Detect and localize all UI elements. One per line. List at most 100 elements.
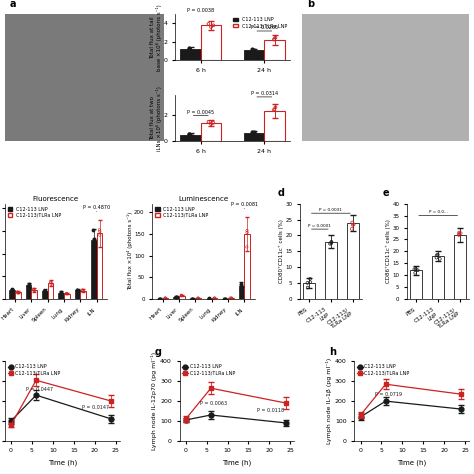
Point bbox=[41, 287, 49, 295]
Point bbox=[30, 285, 37, 293]
Point bbox=[455, 231, 463, 239]
Bar bbox=[302, 283, 315, 299]
Point bbox=[410, 265, 418, 273]
Point bbox=[272, 34, 279, 42]
Bar bbox=[97, 233, 102, 299]
Point bbox=[31, 287, 38, 294]
Point bbox=[243, 243, 251, 251]
C12-113/TLRa LNP bbox=[33, 377, 39, 383]
Text: P = 0.0265: P = 0.0265 bbox=[251, 25, 278, 30]
Line: C12-113/TLRa LNP: C12-113/TLRa LNP bbox=[358, 382, 463, 418]
Point bbox=[210, 294, 218, 302]
Bar bbox=[410, 270, 422, 299]
Y-axis label: Total flux ×10⁴ (photons s⁻¹): Total flux ×10⁴ (photons s⁻¹) bbox=[127, 212, 133, 291]
Point bbox=[306, 278, 314, 286]
C12-113 LNP bbox=[283, 420, 289, 426]
Point bbox=[221, 295, 228, 302]
Bar bbox=[244, 234, 250, 299]
Bar bbox=[201, 25, 221, 60]
Point bbox=[74, 287, 82, 294]
Point bbox=[350, 220, 357, 228]
Point bbox=[433, 254, 440, 262]
Title: Luminescence: Luminescence bbox=[178, 196, 228, 202]
Point bbox=[188, 132, 195, 139]
Point bbox=[250, 129, 257, 137]
Point bbox=[328, 239, 335, 247]
Text: P = 0.0447: P = 0.0447 bbox=[26, 387, 53, 392]
Point bbox=[220, 295, 228, 302]
Point bbox=[64, 290, 71, 298]
Point bbox=[194, 294, 202, 302]
Bar bbox=[244, 133, 264, 141]
Point bbox=[63, 290, 71, 297]
Point bbox=[14, 288, 21, 296]
Point bbox=[349, 221, 356, 229]
Point bbox=[194, 294, 202, 302]
Point bbox=[227, 294, 234, 302]
Point bbox=[189, 295, 196, 302]
Point bbox=[57, 289, 64, 297]
C12-113 LNP bbox=[383, 398, 389, 404]
Y-axis label: Lymph node IL-1β (pg ml⁻¹): Lymph node IL-1β (pg ml⁻¹) bbox=[326, 358, 332, 444]
Text: a: a bbox=[9, 0, 16, 9]
C12-113/TLRa LNP bbox=[358, 412, 364, 418]
Point bbox=[57, 288, 65, 296]
Y-axis label: CD80⁺CD11c⁺ cells (%): CD80⁺CD11c⁺ cells (%) bbox=[279, 219, 284, 283]
Bar bbox=[264, 111, 285, 141]
Point bbox=[205, 118, 212, 126]
Point bbox=[189, 295, 196, 302]
Point bbox=[228, 294, 235, 302]
Point bbox=[185, 130, 192, 138]
C12-113 LNP bbox=[208, 412, 214, 418]
Point bbox=[79, 286, 86, 294]
X-axis label: Time (h): Time (h) bbox=[47, 459, 77, 465]
Point bbox=[210, 21, 217, 29]
Point bbox=[248, 46, 256, 53]
Bar bbox=[181, 135, 201, 141]
Point bbox=[251, 46, 258, 54]
Point bbox=[304, 279, 311, 287]
Point bbox=[205, 295, 213, 302]
Point bbox=[207, 23, 215, 31]
Point bbox=[211, 294, 219, 302]
C12-113/TLRa LNP bbox=[8, 422, 14, 428]
C12-113 LNP bbox=[33, 392, 39, 398]
Line: C12-113 LNP: C12-113 LNP bbox=[9, 393, 114, 423]
Point bbox=[457, 229, 465, 237]
Text: P = 0.4870: P = 0.4870 bbox=[83, 205, 110, 210]
Point bbox=[162, 294, 169, 302]
Legend: C12-113 LNP, C12-113/TLRa LNP: C12-113 LNP, C12-113/TLRa LNP bbox=[357, 364, 410, 376]
Y-axis label: CD86⁺CD11c⁺ cells (%): CD86⁺CD11c⁺ cells (%) bbox=[386, 219, 391, 283]
Point bbox=[42, 288, 49, 295]
Bar bbox=[347, 223, 359, 299]
Bar bbox=[201, 123, 221, 141]
Bar bbox=[9, 290, 15, 299]
Line: C12-113 LNP: C12-113 LNP bbox=[358, 399, 463, 419]
Text: P = 0.0001: P = 0.0001 bbox=[309, 224, 331, 228]
Bar bbox=[264, 40, 285, 60]
Y-axis label: Total flux at two
iLNs ×10⁶ (photons s⁻¹): Total flux at two iLNs ×10⁶ (photons s⁻¹… bbox=[150, 86, 162, 151]
Text: P = 0.0118: P = 0.0118 bbox=[257, 408, 284, 413]
Text: P = 0.0063: P = 0.0063 bbox=[201, 401, 228, 406]
Point bbox=[96, 226, 103, 234]
C12-113 LNP bbox=[109, 416, 114, 422]
Bar bbox=[75, 290, 81, 299]
Bar bbox=[173, 297, 179, 299]
Point bbox=[91, 236, 98, 243]
Text: h: h bbox=[329, 347, 336, 357]
Point bbox=[414, 266, 421, 274]
Text: P = 0.0081: P = 0.0081 bbox=[231, 201, 258, 207]
Point bbox=[24, 282, 32, 290]
Point bbox=[156, 295, 164, 302]
Point bbox=[228, 294, 235, 302]
Text: P = 0.0045: P = 0.0045 bbox=[187, 110, 214, 115]
Y-axis label: Lymph node IL-12p70 (pg ml⁻¹): Lymph node IL-12p70 (pg ml⁻¹) bbox=[151, 352, 157, 450]
Point bbox=[63, 290, 70, 298]
Point bbox=[412, 265, 419, 273]
Point bbox=[434, 251, 442, 258]
Bar bbox=[181, 49, 201, 60]
Point bbox=[237, 280, 245, 288]
Bar bbox=[179, 296, 185, 299]
Point bbox=[47, 281, 55, 288]
Bar bbox=[64, 293, 70, 299]
